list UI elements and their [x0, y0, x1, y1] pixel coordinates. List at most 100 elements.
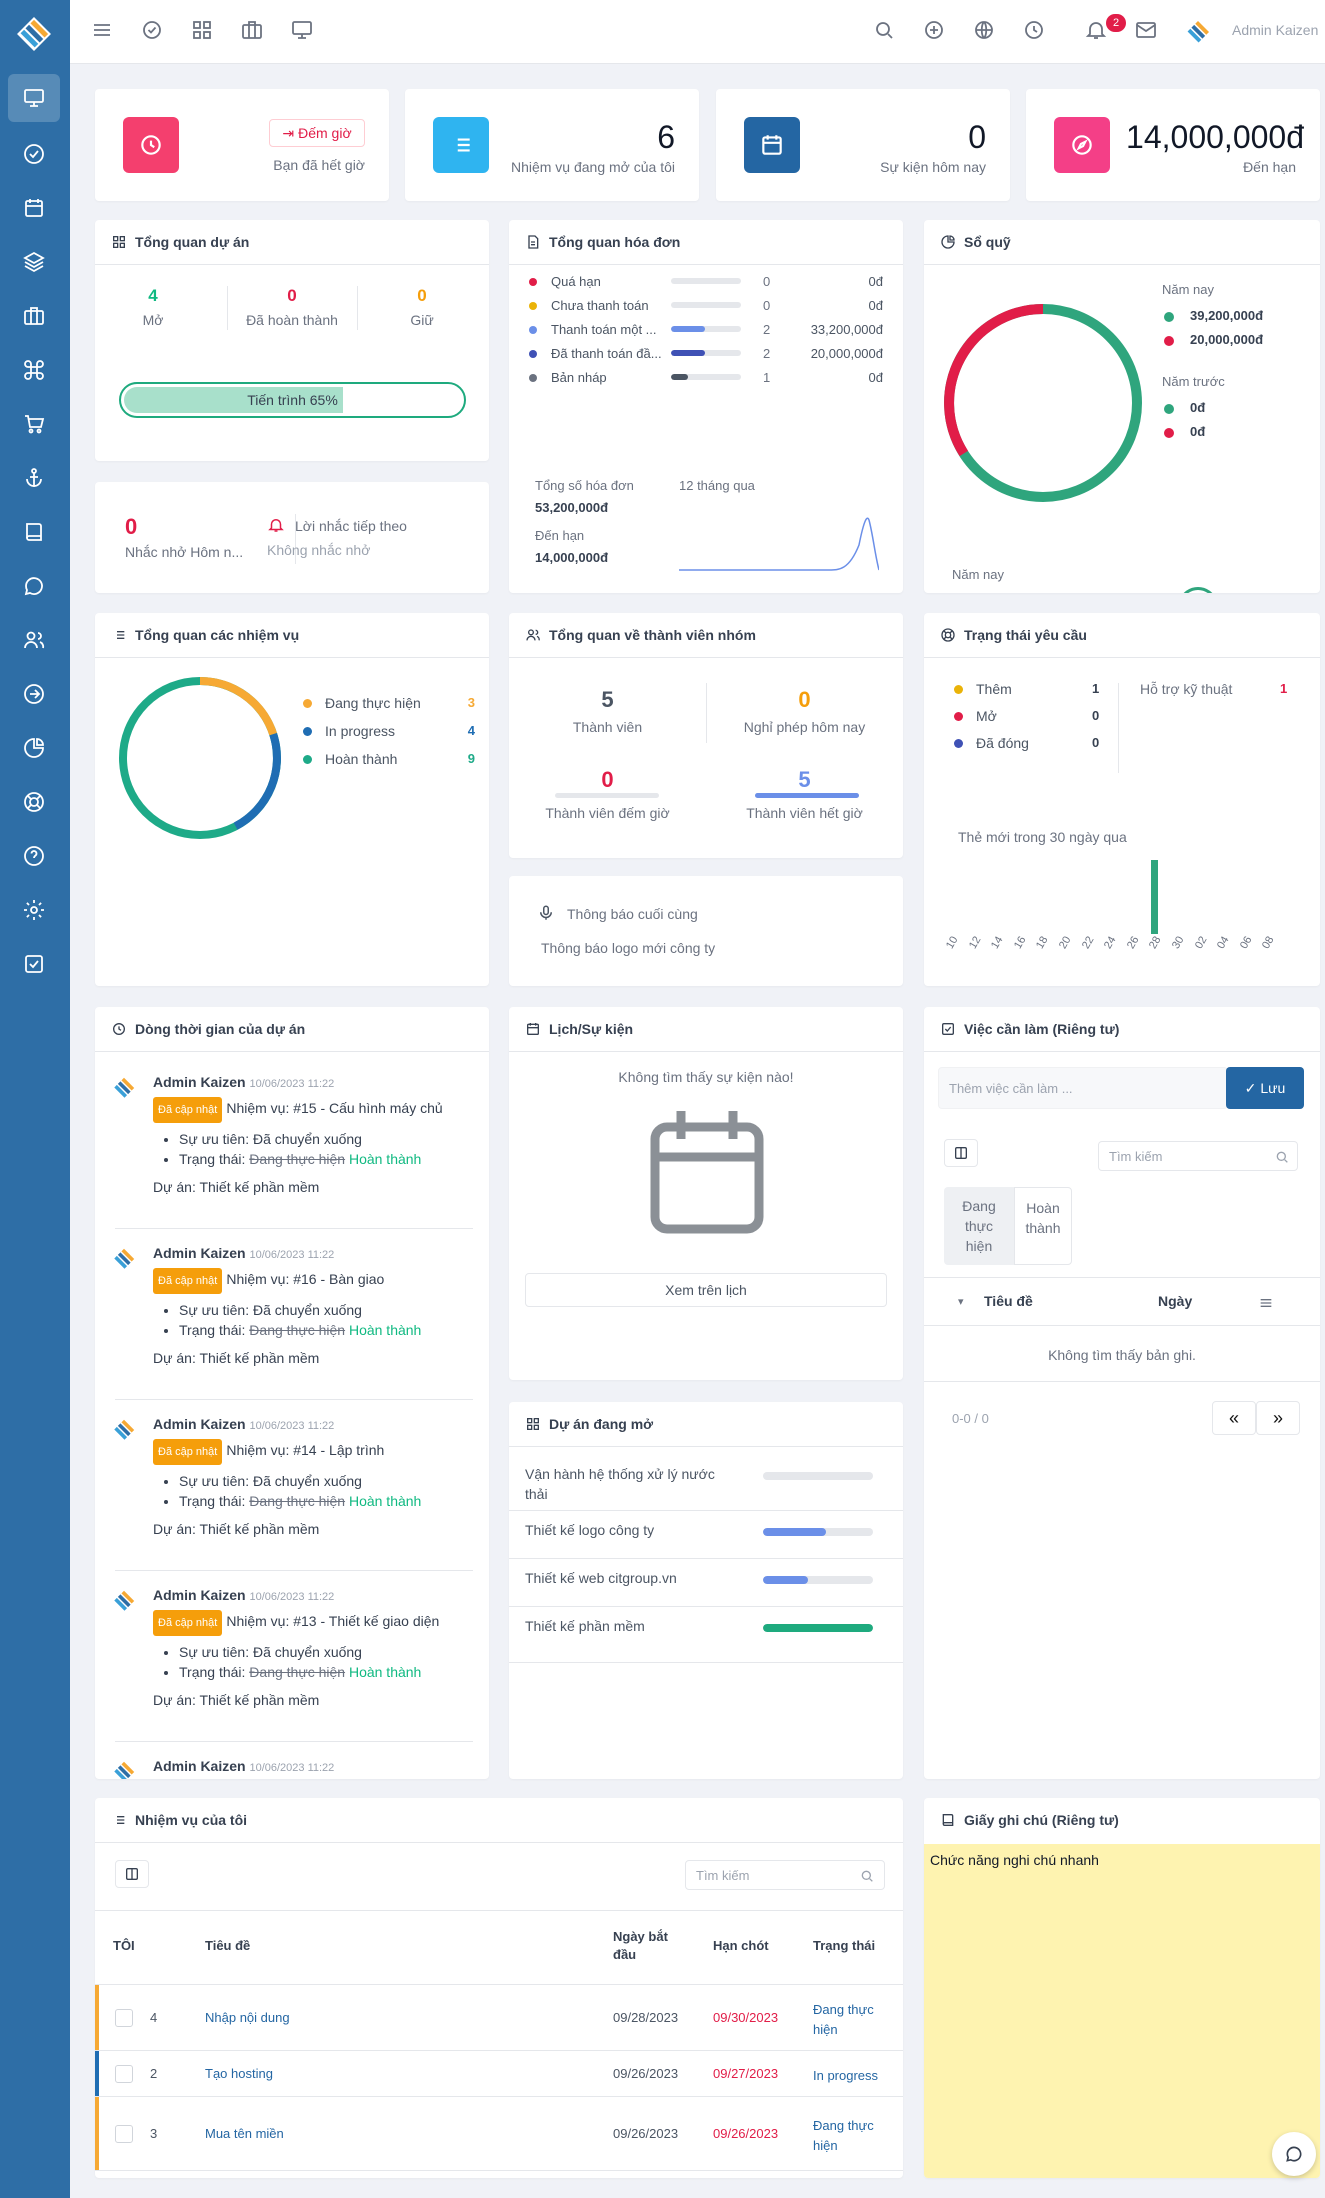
timeline-project[interactable]: Dự án: Thiết kế phần mềm [153, 1692, 320, 1708]
sidebar-item-messages[interactable] [8, 562, 60, 610]
sidebar-item-projects[interactable] [8, 292, 60, 340]
invoice-status-label[interactable]: Chưa thanh toán [551, 298, 649, 313]
menu-icon[interactable] [90, 18, 114, 42]
bell-icon[interactable] [1084, 18, 1108, 42]
user-name[interactable]: Admin Kaizen [1232, 22, 1319, 38]
open-project-name[interactable]: Thiết kế phần mềm [525, 1618, 645, 1634]
announcement-link[interactable]: Thông báo logo mới công ty [541, 940, 716, 956]
sidebar-item-reports[interactable] [8, 724, 60, 772]
task-title-link[interactable]: Nhập nội dung [205, 2010, 290, 2025]
avatar[interactable] [111, 1759, 137, 1779]
sidebar-item-checklist[interactable] [8, 940, 60, 988]
table-row[interactable]: 3 Mua tên miền 09/26/2023 09/26/2023 Đang th… [95, 2096, 903, 2170]
events-today-card[interactable]: 0 Sự kiện hôm nay [716, 89, 1010, 201]
invoice-status-label[interactable]: Quá hạn [551, 274, 601, 289]
col-status[interactable]: Trạng thái [813, 1938, 876, 1953]
avatar[interactable] [111, 1075, 137, 1101]
projects-hold-value[interactable]: 0 [417, 286, 427, 305]
sidebar-item-tasks[interactable] [8, 130, 60, 178]
task-legend-label[interactable]: Đang thực hiện [325, 695, 421, 711]
ticket-status-label[interactable]: Đã đóng [976, 735, 1029, 751]
todo-filter-done[interactable]: Hoàn thành [1014, 1187, 1072, 1265]
grid-icon[interactable] [190, 18, 214, 42]
globe-icon[interactable] [972, 18, 996, 42]
view-calendar-button[interactable]: Xem trên lịch [525, 1273, 887, 1307]
open-project-name[interactable]: Vận hành hệ thống xử lý nước thải [525, 1466, 715, 1502]
leave-value[interactable]: 0 [798, 687, 811, 712]
sidebar-item-support[interactable] [8, 778, 60, 826]
todo-search-input[interactable] [1098, 1141, 1298, 1171]
clock-in-button[interactable]: ⇥ Đếm giờ [269, 119, 365, 147]
projects-open-value[interactable]: 4 [148, 286, 158, 305]
col-id[interactable]: TÔI [113, 1938, 135, 1953]
ticket-status-label[interactable]: Mở [976, 708, 997, 724]
sidebar-item-layers[interactable] [8, 238, 60, 286]
open-project-name[interactable]: Thiết kế web citgroup.vn [525, 1570, 677, 1586]
sidebar-item-calendar[interactable] [8, 184, 60, 232]
mail-icon[interactable] [1134, 18, 1158, 42]
clocked-in-value[interactable]: 0 [601, 767, 614, 792]
invoice-status-label[interactable]: Đã thanh toán đầ... [551, 346, 662, 361]
app-logo[interactable] [16, 16, 52, 52]
sort-caret-icon[interactable]: ▾ [958, 1296, 964, 1308]
timeline-task-link[interactable]: Nhiệm vụ: #16 - Bàn giao [226, 1271, 385, 1287]
todo-col-date[interactable]: Ngày [1158, 1293, 1193, 1309]
briefcase-icon[interactable] [240, 18, 264, 42]
invoice-status-label[interactable]: Bản nháp [551, 370, 607, 385]
avatar[interactable] [111, 1588, 137, 1614]
menu-icon[interactable] [1258, 1295, 1274, 1311]
table-row[interactable]: 2 Tạo hosting 09/26/2023 09/27/2023 In progr… [95, 2050, 903, 2096]
pager-prev-button[interactable]: « [1212, 1401, 1256, 1435]
task-legend-label[interactable]: Hoàn thành [325, 751, 398, 767]
sidebar-item-help[interactable] [8, 832, 60, 880]
pager-next-button[interactable]: » [1256, 1401, 1300, 1435]
clocked-out-value[interactable]: 5 [798, 767, 811, 792]
timeline-task-link[interactable]: Nhiệm vụ: #14 - Lập trình [226, 1442, 385, 1458]
sticky-note-textarea[interactable]: Chức năng nghi chú nhanh [924, 1844, 1320, 2178]
col-title[interactable]: Tiêu đề [205, 1938, 251, 1953]
task-legend-label[interactable]: In progress [325, 723, 396, 739]
ticket-status-label[interactable]: Thêm [976, 681, 1012, 697]
sidebar-item-leads[interactable] [8, 670, 60, 718]
invoice-status-label[interactable]: Thanh toán một ... [551, 322, 657, 337]
column-toggle-button[interactable] [944, 1139, 978, 1167]
plus-circle-icon[interactable] [922, 18, 946, 42]
check-circle-icon[interactable] [140, 18, 164, 42]
timeline-user[interactable]: Admin Kaizen [153, 1245, 246, 1261]
timeline-project[interactable]: Dự án: Thiết kế phần mềm [153, 1521, 320, 1537]
sidebar-item-notes[interactable] [8, 508, 60, 556]
todo-col-title[interactable]: Tiêu đề [984, 1293, 1033, 1309]
due-card[interactable]: 14,000,000đ Đến hạn [1026, 89, 1320, 201]
monitor-icon[interactable] [290, 18, 314, 42]
todo-input[interactable] [938, 1067, 1228, 1109]
timeline-user[interactable]: Admin Kaizen [153, 1416, 246, 1432]
task-checkbox[interactable] [115, 2125, 133, 2143]
task-title-link[interactable]: Mua tên miền [205, 2126, 284, 2141]
task-checkbox[interactable] [115, 2009, 133, 2027]
projects-done-value[interactable]: 0 [287, 286, 297, 305]
timeline-user[interactable]: Admin Kaizen [153, 1074, 246, 1090]
sidebar-item-anchor[interactable] [8, 454, 60, 502]
sidebar-item-team[interactable] [8, 616, 60, 664]
timeline-user[interactable]: Admin Kaizen [153, 1587, 246, 1603]
sidebar-item-settings[interactable] [8, 886, 60, 934]
reminder-count[interactable]: 0 [125, 514, 138, 539]
todo-save-button[interactable]: ✓ Lưu [1226, 1067, 1304, 1109]
avatar[interactable] [111, 1246, 137, 1272]
avatar[interactable] [1184, 18, 1212, 46]
task-title-link[interactable]: Tạo hosting [205, 2066, 273, 2081]
my-tasks-search-input[interactable] [685, 1860, 885, 1890]
open-tasks-card[interactable]: 6 Nhiệm vụ đang mở của tôi [405, 89, 699, 201]
table-row[interactable]: 4 Nhập nội dung 09/28/2023 09/30/2023 Đang t… [95, 1984, 903, 2050]
avatar[interactable] [111, 1417, 137, 1443]
open-project-name[interactable]: Thiết kế logo công ty [525, 1522, 655, 1538]
timeline-project[interactable]: Dự án: Thiết kế phần mềm [153, 1350, 320, 1366]
column-toggle-button[interactable] [115, 1860, 149, 1888]
task-checkbox[interactable] [115, 2065, 133, 2083]
timeline-task-link[interactable]: Nhiệm vụ: #13 - Thiết kế giao diện [226, 1613, 440, 1629]
sidebar-item-command[interactable] [8, 346, 60, 394]
sidebar-item-dashboard[interactable] [8, 74, 60, 122]
members-value[interactable]: 5 [601, 687, 614, 712]
timeline-project[interactable]: Dự án: Thiết kế phần mềm [153, 1179, 320, 1195]
search-icon[interactable] [872, 18, 896, 42]
